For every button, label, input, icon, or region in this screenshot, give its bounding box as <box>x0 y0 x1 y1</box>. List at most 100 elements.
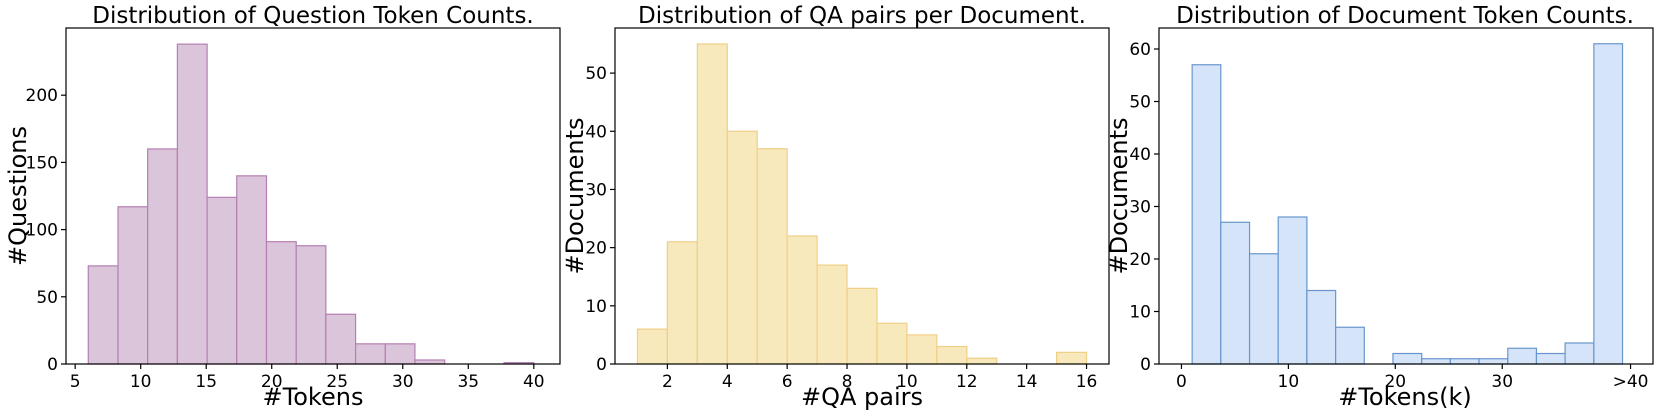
bar-question-tokens-5 <box>236 175 268 365</box>
panel-document-tokens: Distribution of Document Token Counts. 0… <box>1105 3 1654 411</box>
x-tick-label-qa-pairs-7: 16 <box>1076 372 1098 392</box>
y-axis-qa-pairs: 0 10 20 30 40 50 <box>585 64 615 375</box>
bar-qa-pairs-3 <box>726 130 758 365</box>
chart-title-question-tokens: Distribution of Question Token Counts. <box>92 3 534 29</box>
y-tick-label-question-tokens-1: 50 <box>36 288 58 308</box>
bar-qa-pairs-9 <box>906 334 938 365</box>
bar-document-tokens-7 <box>1392 352 1423 365</box>
bars-qa-pairs <box>636 43 1088 365</box>
bar-question-tokens-2 <box>147 148 178 365</box>
y-axis-label-question-tokens: #Questions <box>4 126 32 266</box>
y-tick-label-qa-pairs-0: 0 <box>596 355 607 375</box>
y-axis-document-tokens: 0 10 20 30 40 50 60 <box>1129 40 1159 375</box>
y-tick-label-document-tokens-2: 20 <box>1129 250 1151 270</box>
y-tick-label-question-tokens-0: 0 <box>47 355 58 375</box>
x-tick-label-question-tokens-3: 20 <box>261 372 283 392</box>
x-tick-label-qa-pairs-2: 6 <box>782 372 793 392</box>
panel-question-tokens: Distribution of Question Token Counts. 5… <box>4 3 561 411</box>
bar-question-tokens-9 <box>354 343 386 365</box>
bar-question-tokens-3 <box>176 43 208 365</box>
bar-qa-pairs-11 <box>966 357 998 365</box>
x-tick-label-document-tokens-2: 20 <box>1384 372 1406 392</box>
bar-document-tokens-5 <box>1335 326 1365 365</box>
x-tick-label-qa-pairs-0: 2 <box>662 372 673 392</box>
axes-frame-document-tokens <box>1158 27 1654 365</box>
bar-document-tokens-8 <box>1421 358 1451 365</box>
bar-question-tokens-10 <box>384 343 416 365</box>
x-axis-document-tokens: 0 10 20 30 >40 <box>1176 364 1648 392</box>
x-tick-label-question-tokens-7: 40 <box>523 372 545 392</box>
bar-question-tokens-11 <box>414 359 446 365</box>
x-tick-label-document-tokens-4: >40 <box>1613 372 1649 392</box>
bar-document-tokens-14 <box>1593 43 1624 365</box>
x-tick-label-document-tokens-0: 0 <box>1176 372 1187 392</box>
x-tick-label-qa-pairs-5: 12 <box>956 372 978 392</box>
bar-document-tokens-3 <box>1277 216 1308 365</box>
x-axis-label-document-tokens: #Tokens(k) <box>1338 383 1472 411</box>
bar-question-tokens-7 <box>295 245 327 365</box>
bar-document-tokens-1 <box>1220 221 1251 365</box>
bar-qa-pairs-0 <box>636 328 668 365</box>
x-axis-label-question-tokens: #Tokens <box>263 383 364 411</box>
bar-document-tokens-11 <box>1507 347 1538 365</box>
bar-qa-pairs-14 <box>1056 351 1088 365</box>
y-tick-label-question-tokens-2: 100 <box>26 221 58 241</box>
bar-question-tokens-4 <box>206 196 238 365</box>
bar-qa-pairs-2 <box>696 43 728 365</box>
bars-document-tokens <box>1191 43 1624 365</box>
bar-document-tokens-9 <box>1449 358 1480 365</box>
axes-frame-qa-pairs <box>614 27 1110 365</box>
x-tick-label-question-tokens-1: 10 <box>130 372 152 392</box>
y-tick-label-qa-pairs-4: 40 <box>585 122 607 142</box>
bars-question-tokens <box>87 43 535 365</box>
bar-qa-pairs-7 <box>846 287 878 365</box>
bar-document-tokens-0 <box>1191 64 1222 365</box>
bar-document-tokens-13 <box>1564 342 1595 365</box>
x-axis-qa-pairs: 2 4 6 8 10 12 14 16 <box>662 364 1097 392</box>
axes-frame-question-tokens <box>65 27 561 365</box>
y-tick-label-document-tokens-4: 40 <box>1129 145 1151 165</box>
x-tick-label-qa-pairs-3: 8 <box>842 372 853 392</box>
y-tick-label-qa-pairs-5: 50 <box>585 64 607 84</box>
y-tick-label-document-tokens-0: 0 <box>1140 355 1151 375</box>
bar-question-tokens-0 <box>87 265 119 365</box>
y-tick-label-document-tokens-5: 50 <box>1129 93 1151 113</box>
x-axis-question-tokens: 5 10 15 20 25 30 35 40 <box>70 364 545 392</box>
panel-qa-pairs: Distribution of QA pairs per Document. 2… <box>561 3 1110 411</box>
x-tick-label-qa-pairs-6: 14 <box>1016 372 1038 392</box>
x-tick-label-question-tokens-6: 35 <box>457 372 479 392</box>
x-tick-label-document-tokens-3: 30 <box>1491 372 1513 392</box>
bar-question-tokens-6 <box>265 241 297 365</box>
y-tick-label-qa-pairs-1: 10 <box>585 297 607 317</box>
x-tick-label-question-tokens-2: 15 <box>195 372 217 392</box>
y-tick-label-qa-pairs-3: 30 <box>585 180 607 200</box>
x-tick-label-question-tokens-4: 25 <box>326 372 348 392</box>
y-axis-label-document-tokens: #Documents <box>1105 118 1133 275</box>
bar-question-tokens-8 <box>325 313 357 365</box>
y-tick-label-document-tokens-1: 10 <box>1129 303 1151 323</box>
bar-qa-pairs-1 <box>666 241 698 365</box>
bar-qa-pairs-6 <box>816 264 848 365</box>
bar-qa-pairs-4 <box>756 148 788 365</box>
bar-question-tokens-1 <box>117 206 149 365</box>
y-tick-label-question-tokens-4: 200 <box>26 86 58 106</box>
bar-qa-pairs-5 <box>786 235 818 365</box>
bar-document-tokens-2 <box>1248 253 1279 365</box>
y-tick-label-qa-pairs-2: 20 <box>585 239 607 259</box>
bar-document-tokens-12 <box>1535 352 1566 365</box>
x-tick-label-qa-pairs-1: 4 <box>722 372 733 392</box>
y-tick-label-document-tokens-3: 30 <box>1129 198 1151 218</box>
y-axis-label-qa-pairs: #Documents <box>561 118 589 275</box>
bar-qa-pairs-8 <box>876 322 908 365</box>
x-axis-label-qa-pairs: #QA pairs <box>801 383 923 411</box>
chart-title-document-tokens: Distribution of Document Token Counts. <box>1176 3 1634 29</box>
x-tick-label-document-tokens-1: 10 <box>1278 372 1300 392</box>
bar-document-tokens-10 <box>1478 358 1509 365</box>
bar-document-tokens-4 <box>1306 289 1337 365</box>
bar-qa-pairs-10 <box>936 345 968 365</box>
x-tick-label-question-tokens-5: 30 <box>392 372 414 392</box>
y-tick-label-question-tokens-3: 150 <box>26 153 58 173</box>
y-axis-question-tokens: 0 50 100 150 200 <box>26 86 66 375</box>
x-tick-label-qa-pairs-4: 10 <box>896 372 918 392</box>
